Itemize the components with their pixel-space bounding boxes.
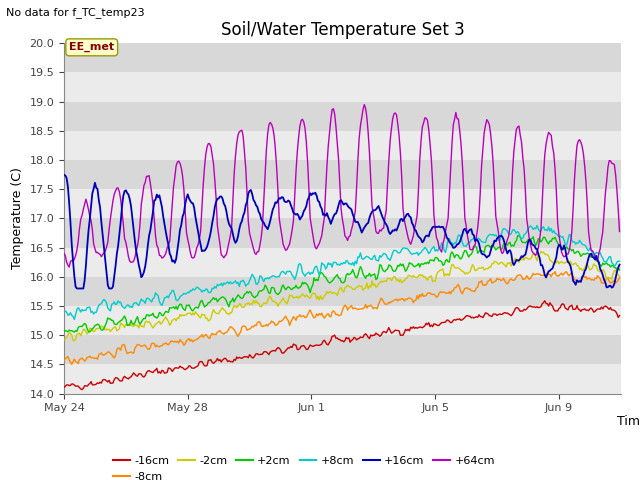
Y-axis label: Temperature (C): Temperature (C) (11, 168, 24, 269)
Bar (64, 277, 621, 306)
Bar (64, 102, 621, 131)
Bar (64, 131, 621, 160)
X-axis label: Time: Time (616, 415, 640, 428)
Legend: -16cm, -8cm, -2cm, +2cm, +8cm, +16cm, +64cm: -16cm, -8cm, -2cm, +2cm, +8cm, +16cm, +6… (109, 452, 500, 480)
Bar (64, 160, 621, 189)
Text: EE_met: EE_met (69, 42, 115, 52)
Bar (64, 248, 621, 277)
Bar (64, 43, 621, 72)
Bar (64, 306, 621, 335)
Text: No data for f_TC_temp23: No data for f_TC_temp23 (6, 7, 145, 18)
Bar (64, 364, 621, 394)
Bar (64, 189, 621, 218)
Bar (64, 72, 621, 102)
Title: Soil/Water Temperature Set 3: Soil/Water Temperature Set 3 (221, 21, 464, 39)
Bar (64, 335, 621, 364)
Bar (64, 218, 621, 248)
